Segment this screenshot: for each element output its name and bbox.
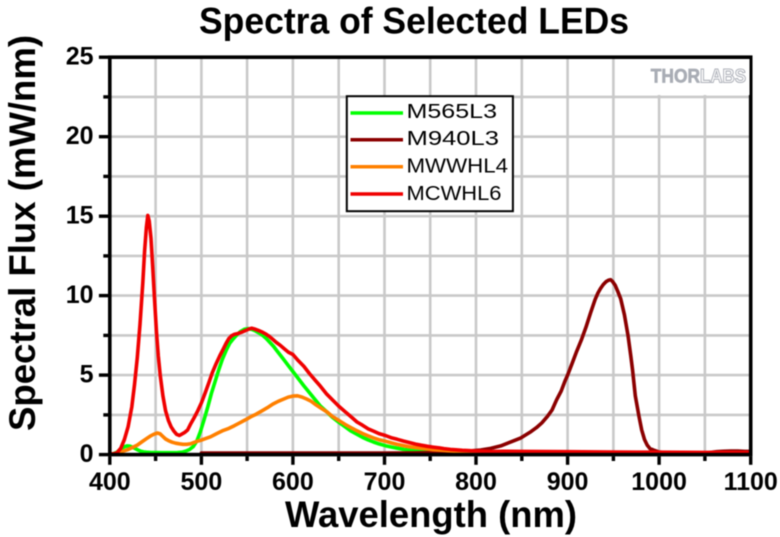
svg-text:0: 0 [80,440,94,468]
svg-text:THOR: THOR [651,65,700,87]
svg-text:600: 600 [272,468,314,496]
svg-text:20: 20 [66,122,94,150]
svg-text:Spectral Flux (mW/nm): Spectral Flux (mW/nm) [2,35,43,431]
svg-text:Wavelength (nm): Wavelength (nm) [285,494,577,535]
svg-text:400: 400 [89,468,131,496]
svg-text:25: 25 [66,43,94,71]
svg-text:Spectra of Selected LEDs: Spectra of Selected LEDs [199,1,629,42]
svg-text:10: 10 [66,281,94,309]
svg-text:M565L3: M565L3 [407,101,498,123]
svg-text:900: 900 [547,468,589,496]
svg-text:500: 500 [181,468,223,496]
svg-text:MCWHL6: MCWHL6 [407,183,502,205]
svg-text:15: 15 [66,202,94,230]
svg-text:LABS: LABS [700,65,746,87]
svg-text:MWWHL4: MWWHL4 [407,155,509,177]
svg-text:1100: 1100 [724,468,778,496]
svg-text:1000: 1000 [631,468,687,496]
svg-text:5: 5 [80,360,94,388]
svg-text:M940L3: M940L3 [407,128,500,150]
svg-text:800: 800 [455,468,497,496]
svg-text:700: 700 [364,468,406,496]
